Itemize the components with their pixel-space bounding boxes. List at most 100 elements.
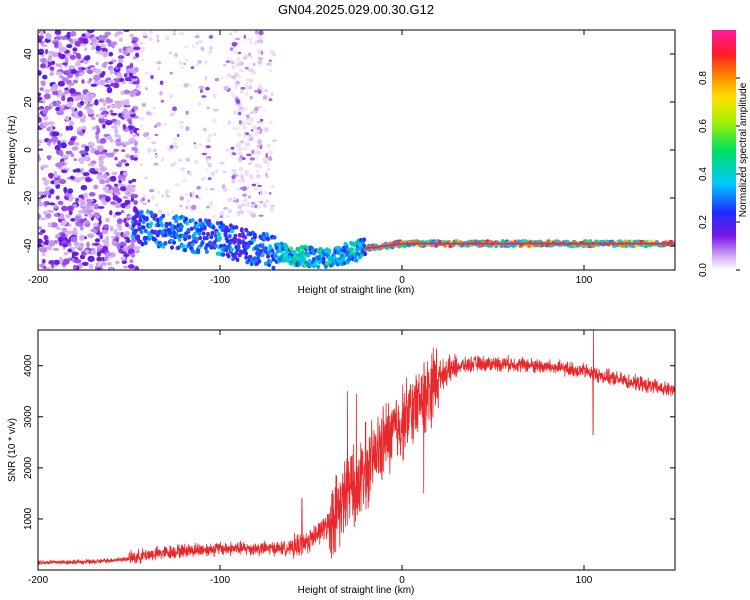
spectrogram-cell [47,139,53,143]
spectrogram-cell [96,145,104,152]
spectrogram-cell [128,72,134,77]
spectrogram-cell [253,40,259,45]
spectrogram-cell [331,261,336,266]
spectrogram-cell [216,232,221,237]
spectrogram-cell [207,162,213,168]
spectrogram-cell [565,239,570,244]
spectrogram-cell [69,88,76,95]
spectrogram-cell [244,146,247,151]
spectrogram-cell [89,142,95,147]
spectrogram-cell [101,62,108,68]
spectrogram-cell [109,225,114,232]
x-tick-label: -100 [210,275,230,286]
spectrogram-cell [96,244,104,249]
spectrogram-cell [135,52,140,58]
spectrogram-cell [137,226,142,232]
spectrogram-cell [61,154,69,159]
spectrogram-cell [192,231,197,237]
spectrogram-cell [55,195,60,200]
spectrogram-cell [226,228,231,233]
spectrogram-cell [246,121,252,125]
spectrogram-cell [198,218,203,223]
spectrogram-cell [142,132,149,138]
spectrogram-cell [190,218,195,223]
spectrogram-cell [77,110,83,118]
spectrogram-y-ticks: 40 20 0 -20 -40 [23,48,675,253]
spectrogram-cell [226,254,231,259]
spectrogram-cell [106,261,113,266]
spectrogram-cell [72,110,79,116]
spectrogram-cell [205,157,211,161]
spectrogram-cell [270,248,275,254]
spectrogram-cell [188,171,193,176]
spectrogram-cell [321,256,326,262]
spectrogram-cell [57,236,64,243]
spectrogram-cell [201,95,207,98]
spectrogram-cell [131,178,137,183]
spectrogram-cell [139,229,144,235]
spectrogram-cell [104,84,111,88]
spectrogram-cell [259,248,264,254]
spectrogram-cell [219,211,225,216]
spectrogram-cell [90,36,98,43]
spectrogram-cell [242,106,248,111]
spectrogram-cell [151,141,157,145]
spectrogram-cell [206,138,211,143]
spectrogram-cell [95,61,99,66]
spectrogram-cell [84,105,90,110]
spectrogram-cell [236,187,240,192]
spectrogram-cell [94,238,101,243]
spectrogram-cell [80,203,86,207]
snr-y-label: SNR (10 * v/v) [7,418,18,482]
spectrogram-cell [234,225,239,230]
spectrogram-cell [249,157,255,161]
spectrogram-cell [265,199,270,203]
spectrogram-cell [223,85,229,91]
spectrogram-cell [99,107,107,112]
spectrogram-cell [51,131,59,137]
spectrogram-cell [68,125,74,131]
spectrogram-cell [123,73,128,78]
spectrogram-cell [258,63,262,68]
spectrogram-cell [257,56,263,60]
spectrogram-cell [133,140,138,147]
spectrogram-cell [179,204,183,208]
spectrogram-cell [59,75,64,79]
spectrogram-cell [81,79,85,84]
spectrogram-cell [73,158,77,162]
spectrogram-cell [162,122,168,126]
spectrogram-cell [133,157,138,161]
spectrogram-cell [174,218,179,224]
spectrogram-cell [114,33,119,38]
spectrogram-cell [210,171,216,176]
spectrogram-cell [183,62,187,65]
spectrogram-cell [185,110,189,115]
spectrogram-cell [269,207,275,213]
spectrogram-cell [204,235,209,241]
spectrogram-cell [84,145,90,152]
spectrogram-cell [155,203,159,207]
spectrogram-cell [186,228,191,233]
colorbar-tick-label: 0.6 [698,119,709,133]
spectrogram-cell [243,235,248,240]
spectrogram-cell [197,101,202,106]
spectrogram-cell [671,242,675,245]
spectrogram-cell [131,146,138,151]
snr-marks [38,330,675,566]
spectrogram-cell [171,141,177,146]
spectrogram-cell [91,170,99,175]
spectrogram-cell [150,74,154,80]
spectrogram-cell [54,30,62,35]
spectrogram-cell [56,111,64,116]
spectrogram-cell [169,51,172,55]
spectrogram-cell [235,99,241,104]
spectrogram-cell [254,157,259,160]
y-tick-label: -20 [23,190,34,205]
spectrogram-cell [263,203,267,208]
spectrogram-cell [72,264,77,270]
spectrogram-cell [42,191,50,196]
y-tick-label: 3000 [23,405,34,428]
spectrogram-cell [250,201,256,205]
spectrogram-cell [127,184,132,188]
x-tick-label: 100 [576,575,593,586]
